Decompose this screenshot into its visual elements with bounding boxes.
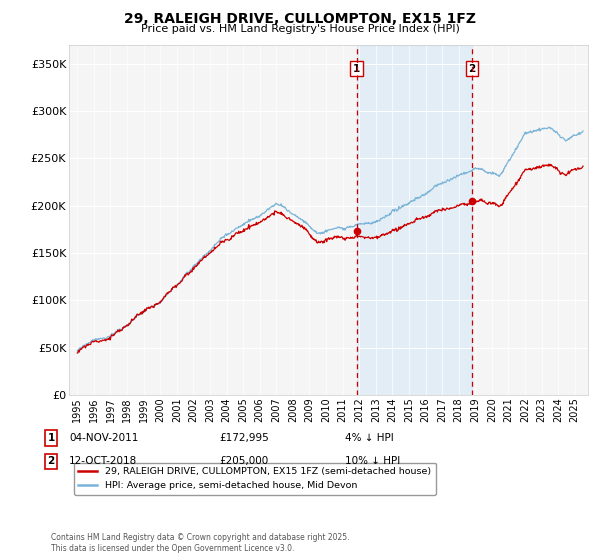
Text: 04-NOV-2011: 04-NOV-2011 [69,433,139,443]
Text: Price paid vs. HM Land Registry's House Price Index (HPI): Price paid vs. HM Land Registry's House … [140,24,460,34]
Text: 29, RALEIGH DRIVE, CULLOMPTON, EX15 1FZ: 29, RALEIGH DRIVE, CULLOMPTON, EX15 1FZ [124,12,476,26]
Text: 2: 2 [47,456,55,466]
Bar [356,45,472,395]
Legend: 29, RALEIGH DRIVE, CULLOMPTON, EX15 1FZ (semi-detached house), HPI: Average pric: 29, RALEIGH DRIVE, CULLOMPTON, EX15 1FZ … [74,463,436,494]
Text: £205,000: £205,000 [219,456,268,466]
Text: 4% ↓ HPI: 4% ↓ HPI [345,433,394,443]
Text: 12-OCT-2018: 12-OCT-2018 [69,456,137,466]
Text: 1: 1 [47,433,55,443]
Text: 2: 2 [468,64,475,74]
Text: £172,995: £172,995 [219,433,269,443]
Text: 1: 1 [353,64,360,74]
Text: Contains HM Land Registry data © Crown copyright and database right 2025.
This d: Contains HM Land Registry data © Crown c… [51,533,349,553]
Text: 10% ↓ HPI: 10% ↓ HPI [345,456,400,466]
